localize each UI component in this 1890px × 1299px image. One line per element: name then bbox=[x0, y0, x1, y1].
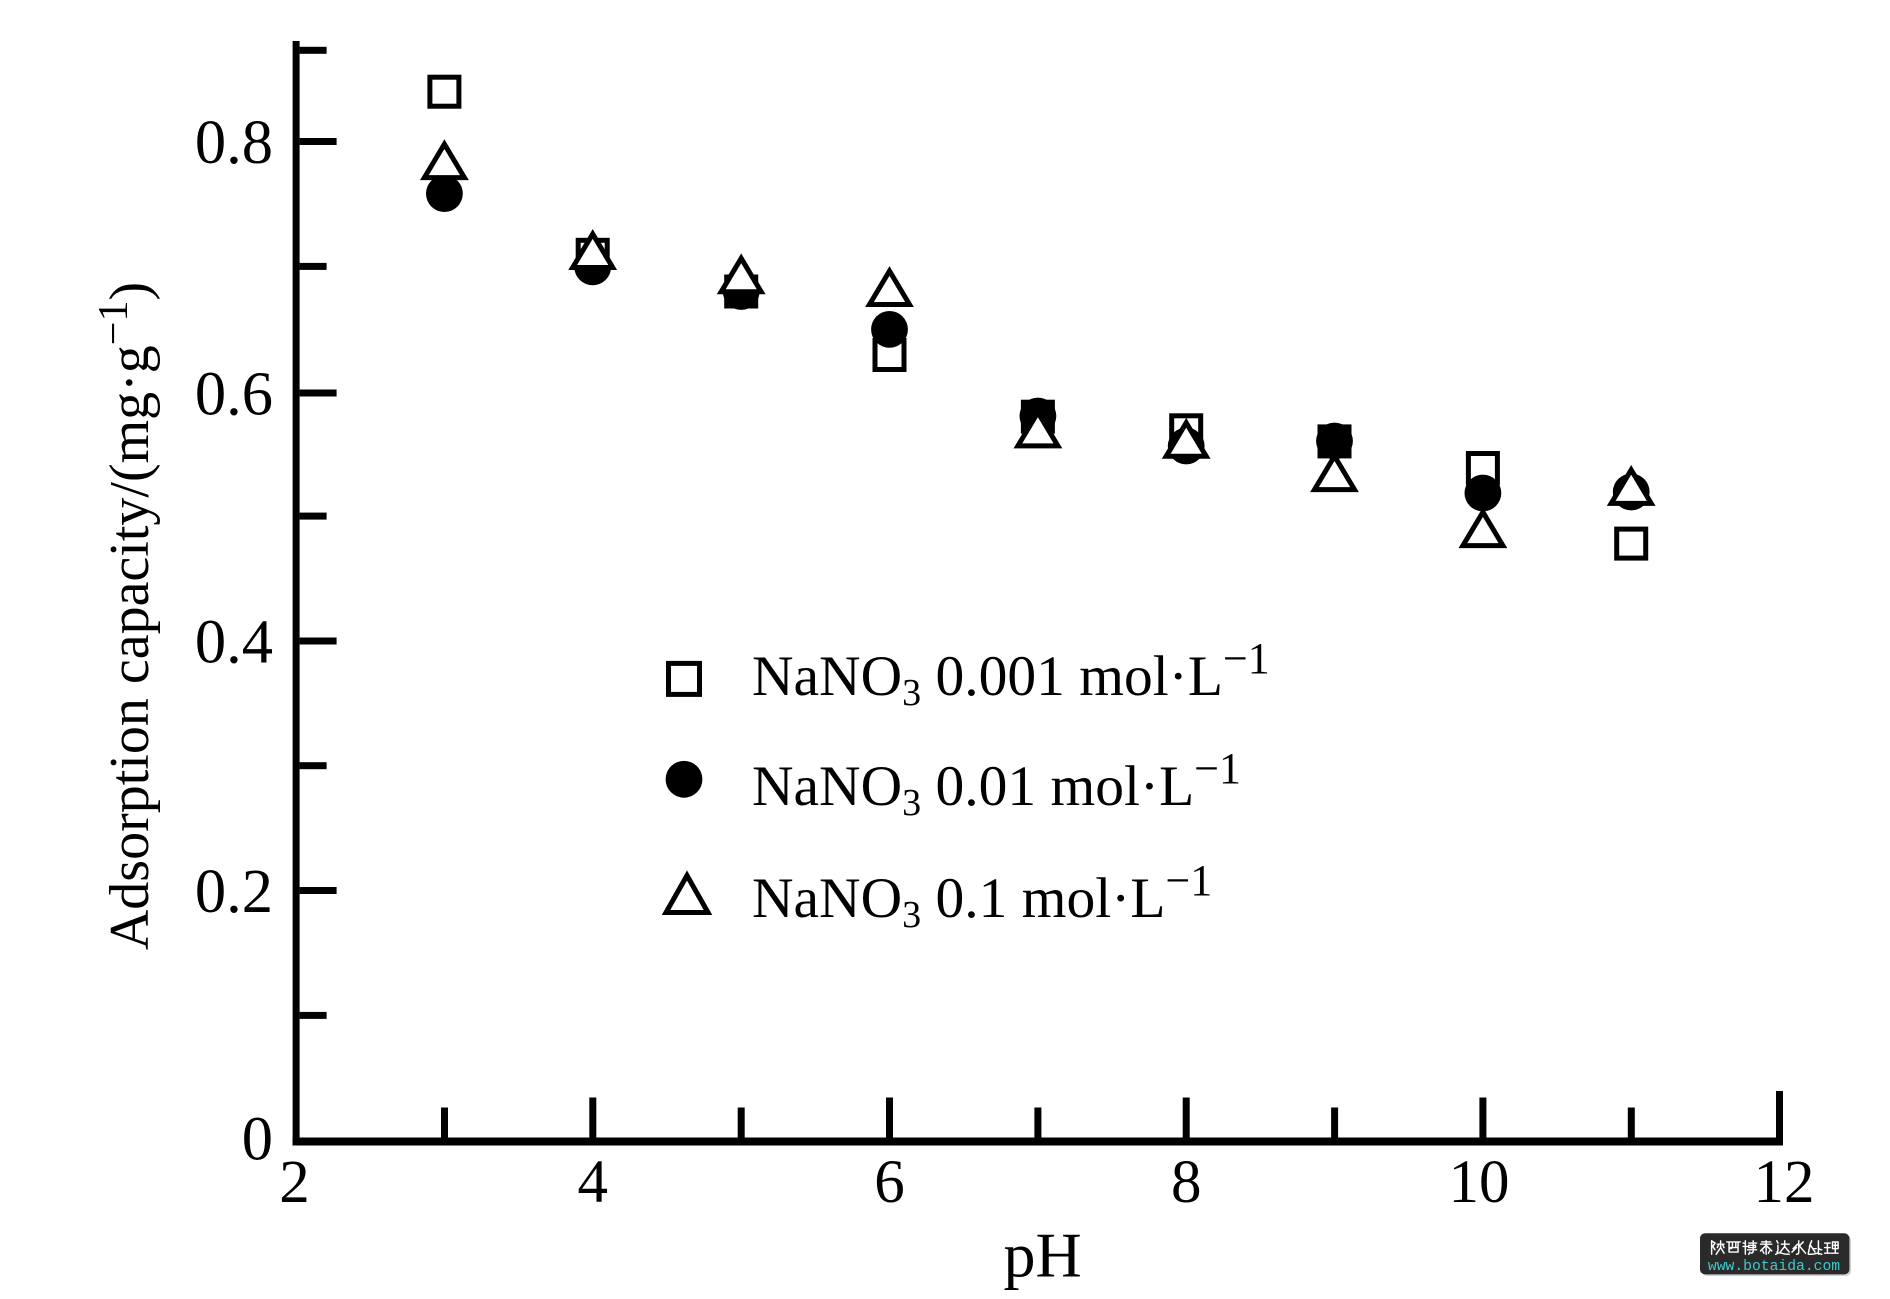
svg-text:Adsorption capacity/(mg·g−1): Adsorption capacity/(mg·g−1) bbox=[91, 282, 161, 950]
svg-text:0.8: 0.8 bbox=[195, 107, 273, 177]
svg-text:0: 0 bbox=[242, 1104, 273, 1174]
svg-text:0.6: 0.6 bbox=[195, 359, 273, 429]
svg-text:NaNO3 0.001 mol·L−1: NaNO3 0.001 mol·L−1 bbox=[752, 634, 1270, 714]
svg-text:6: 6 bbox=[874, 1149, 905, 1216]
svg-text:4: 4 bbox=[578, 1149, 609, 1216]
svg-text:10: 10 bbox=[1449, 1149, 1510, 1216]
svg-text:0.2: 0.2 bbox=[195, 856, 273, 926]
svg-text:NaNO3 0.01 mol·L−1: NaNO3 0.01 mol·L−1 bbox=[752, 744, 1241, 824]
svg-text:2: 2 bbox=[279, 1149, 310, 1216]
svg-text:0.4: 0.4 bbox=[195, 607, 273, 677]
svg-text:NaNO3 0.1 mol·L−1: NaNO3 0.1 mol·L−1 bbox=[752, 856, 1212, 936]
svg-text:www.botaida.com: www.botaida.com bbox=[1708, 1259, 1840, 1275]
svg-text:pH: pH bbox=[1003, 1220, 1081, 1291]
svg-text:12: 12 bbox=[1754, 1149, 1815, 1216]
svg-text:8: 8 bbox=[1171, 1149, 1202, 1216]
